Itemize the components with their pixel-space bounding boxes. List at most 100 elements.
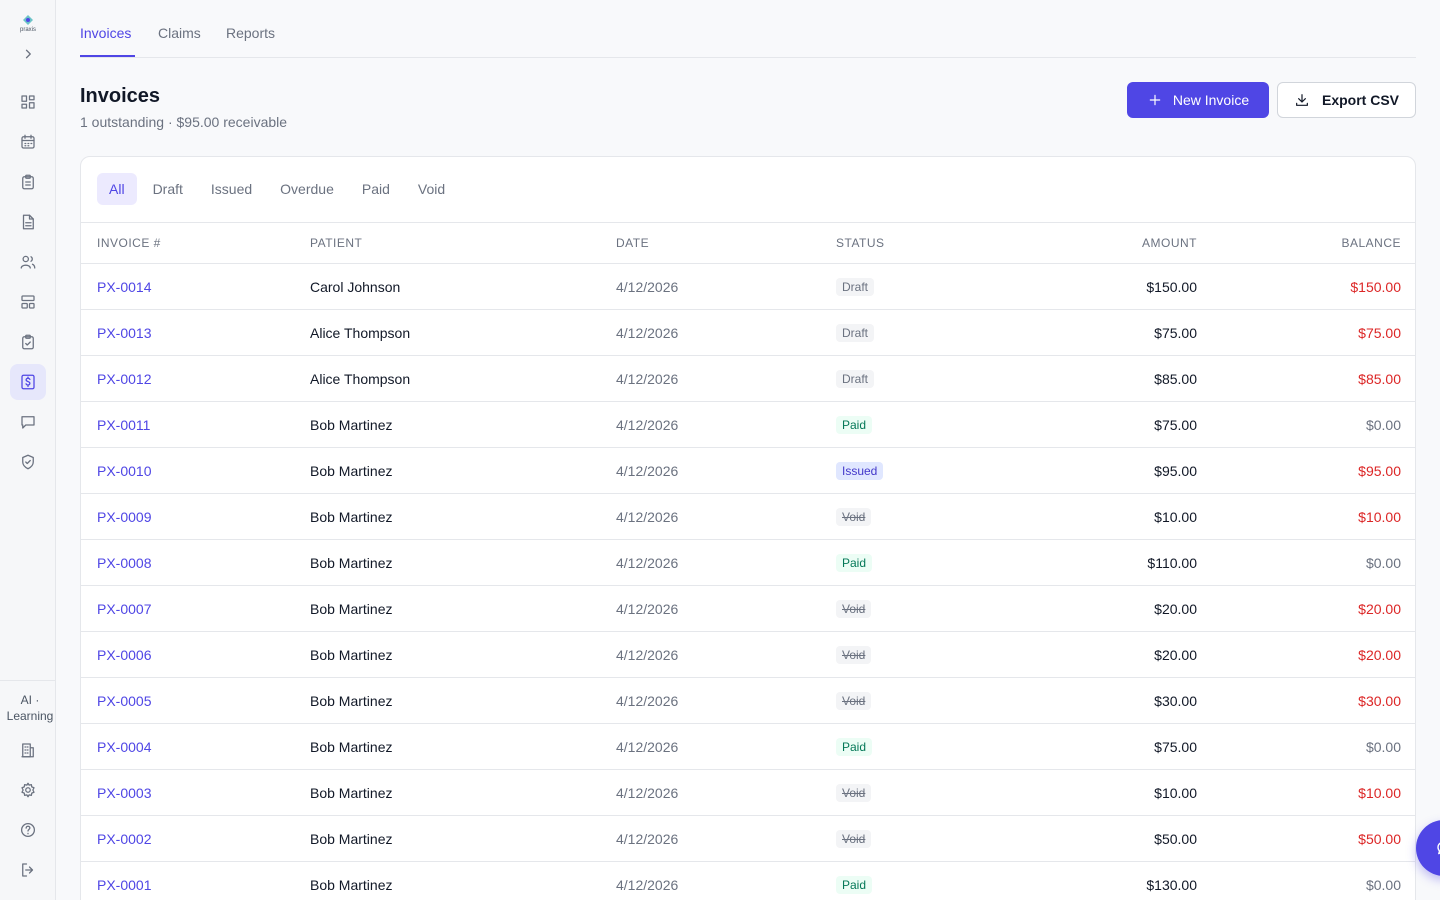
document-icon (22, 214, 34, 230)
invoice-date: 4/12/2026 (616, 417, 679, 433)
invoice-amount: $10.00 (1154, 509, 1197, 525)
patient-name: Bob Martinez (310, 693, 393, 709)
nav-billing[interactable] (10, 364, 46, 400)
new-invoice-button[interactable]: New Invoice (1127, 82, 1269, 118)
column-invoice[interactable]: INVOICE # (97, 236, 161, 250)
invoice-number-link[interactable]: PX-0011 (97, 417, 151, 433)
invoice-date: 4/12/2026 (616, 877, 679, 893)
nav-organization[interactable] (10, 732, 46, 768)
invoice-date: 4/12/2026 (616, 647, 679, 663)
chat-fab-button[interactable] (1416, 820, 1440, 876)
nav-security[interactable] (10, 444, 46, 480)
tab-claims[interactable]: Claims (158, 25, 201, 41)
nav-clipboard[interactable] (10, 164, 46, 200)
status-badge: Void (836, 600, 872, 618)
table-row[interactable]: PX-0013 Alice Thompson 4/12/2026 Draft $75.0… (81, 310, 1415, 356)
invoice-number-link[interactable]: PX-0010 (97, 463, 152, 479)
table-row[interactable]: PX-0011 Bob Martinez 4/12/2026 Paid $75.00 $0… (81, 402, 1415, 448)
table-row[interactable]: PX-0006 Bob Martinez 4/12/2026 Void $20.00 $2… (81, 632, 1415, 678)
page-title: Invoices (80, 85, 161, 107)
table-row[interactable]: PX-0002 Bob Martinez 4/12/2026 Void $50.00 $5… (81, 816, 1415, 862)
shield-icon (22, 454, 34, 470)
column-status[interactable]: STATUS (836, 236, 885, 250)
ai-learning-label[interactable]: AI · Learning (6, 693, 54, 723)
invoice-number-link[interactable]: PX-0003 (97, 785, 152, 801)
nav-dashboard[interactable] (10, 84, 46, 120)
filter-void[interactable]: Void (417, 181, 446, 197)
invoice-date: 4/12/2026 (616, 279, 679, 295)
invoice-date: 4/12/2026 (616, 371, 679, 387)
nav-settings[interactable] (10, 772, 46, 808)
filter-all[interactable]: All (97, 173, 137, 205)
table-row[interactable]: PX-0004 Bob Martinez 4/12/2026 Paid $75.00 $0… (81, 724, 1415, 770)
export-csv-label: Export CSV (1321, 92, 1399, 108)
table-row[interactable]: PX-0012 Alice Thompson 4/12/2026 Draft $85.0… (81, 356, 1415, 402)
table-row[interactable]: PX-0001 Bob Martinez 4/12/2026 Paid $130.00 $… (81, 862, 1415, 900)
status-badge: Paid (836, 876, 873, 894)
table-row[interactable]: PX-0014 Carol Johnson 4/12/2026 Draft $150.0… (81, 264, 1415, 310)
nav-tasks[interactable] (10, 324, 46, 360)
invoice-date: 4/12/2026 (616, 463, 679, 479)
nav-help[interactable] (10, 812, 46, 848)
table-row[interactable]: PX-0007 Bob Martinez 4/12/2026 Void $20.00 $2… (81, 586, 1415, 632)
patient-name: Bob Martinez (310, 877, 393, 893)
nav-calendar[interactable] (10, 124, 46, 160)
chevron-right-icon (25, 49, 31, 59)
download-icon (1296, 94, 1308, 106)
nav-messages[interactable] (10, 404, 46, 440)
table-row[interactable]: PX-0005 Bob Martinez 4/12/2026 Void $30.00 $3… (81, 678, 1415, 724)
invoice-balance: $10.00 (1358, 509, 1401, 525)
tab-reports[interactable]: Reports (226, 25, 276, 41)
help-icon (20, 822, 36, 838)
invoice-balance: $95.00 (1358, 463, 1401, 479)
invoice-amount: $95.00 (1154, 463, 1197, 479)
table-row[interactable]: PX-0003 Bob Martinez 4/12/2026 Void $10.00 $1… (81, 770, 1415, 816)
table-row[interactable]: PX-0010 Bob Martinez 4/12/2026 Issued $95.00… (81, 448, 1415, 494)
invoice-balance: $0.00 (1365, 739, 1401, 755)
tab-invoices[interactable]: Invoices (80, 25, 132, 41)
nav-documents[interactable] (10, 204, 46, 240)
table-row[interactable]: PX-0009 Bob Martinez 4/12/2026 Void $10.00 $1… (81, 494, 1415, 540)
invoice-balance: $30.00 (1358, 693, 1401, 709)
column-amount[interactable]: AMOUNT (1142, 236, 1197, 250)
invoice-number-link[interactable]: PX-0002 (97, 831, 152, 847)
invoice-number-link[interactable]: PX-0014 (97, 279, 152, 295)
invoice-balance: $0.00 (1365, 555, 1401, 571)
invoice-number-link[interactable]: PX-0006 (97, 647, 152, 663)
patient-name: Bob Martinez (310, 831, 393, 847)
column-patient[interactable]: PATIENT (310, 236, 363, 250)
status-badge: Draft (836, 324, 875, 342)
clipboard-check-icon (22, 334, 34, 350)
table-row[interactable]: PX-0008 Bob Martinez 4/12/2026 Paid $110.00 $… (81, 540, 1415, 586)
export-csv-button[interactable]: Export CSV (1277, 82, 1416, 118)
nav-logout[interactable] (10, 852, 46, 888)
invoice-number-link[interactable]: PX-0009 (97, 509, 152, 525)
invoice-balance: $20.00 (1358, 647, 1401, 663)
column-date[interactable]: DATE (616, 236, 650, 250)
tab-bar: Invoices Claims Reports (80, 0, 1416, 58)
invoice-number-link[interactable]: PX-0005 (97, 693, 152, 709)
patient-name: Bob Martinez (310, 785, 393, 801)
filter-overdue[interactable]: Overdue (280, 181, 334, 197)
invoice-number-link[interactable]: PX-0008 (97, 555, 152, 571)
invoice-number-link[interactable]: PX-0013 (97, 325, 152, 341)
status-badge: Draft (836, 278, 875, 296)
filter-draft[interactable]: Draft (152, 181, 183, 197)
patient-name: Bob Martinez (310, 647, 393, 663)
status-badge: Paid (836, 738, 873, 756)
filter-paid[interactable]: Paid (361, 181, 390, 197)
plus-icon (1149, 94, 1161, 106)
invoice-number-link[interactable]: PX-0007 (97, 601, 152, 617)
column-balance[interactable]: BALANCE (1341, 236, 1401, 250)
filter-issued[interactable]: Issued (210, 181, 253, 197)
patient-name: Alice Thompson (310, 371, 411, 387)
invoice-date: 4/12/2026 (616, 325, 679, 341)
invoice-number-link[interactable]: PX-0004 (97, 739, 152, 755)
expand-sidebar-button[interactable] (10, 36, 46, 72)
nav-layout[interactable] (10, 284, 46, 320)
nav-patients[interactable] (10, 244, 46, 280)
invoice-number-link[interactable]: PX-0012 (97, 371, 152, 387)
invoice-number-link[interactable]: PX-0001 (97, 877, 152, 893)
invoices-card: All Draft Issued Overdue Paid Void INVOI… (80, 156, 1416, 900)
patient-name: Bob Martinez (310, 601, 393, 617)
